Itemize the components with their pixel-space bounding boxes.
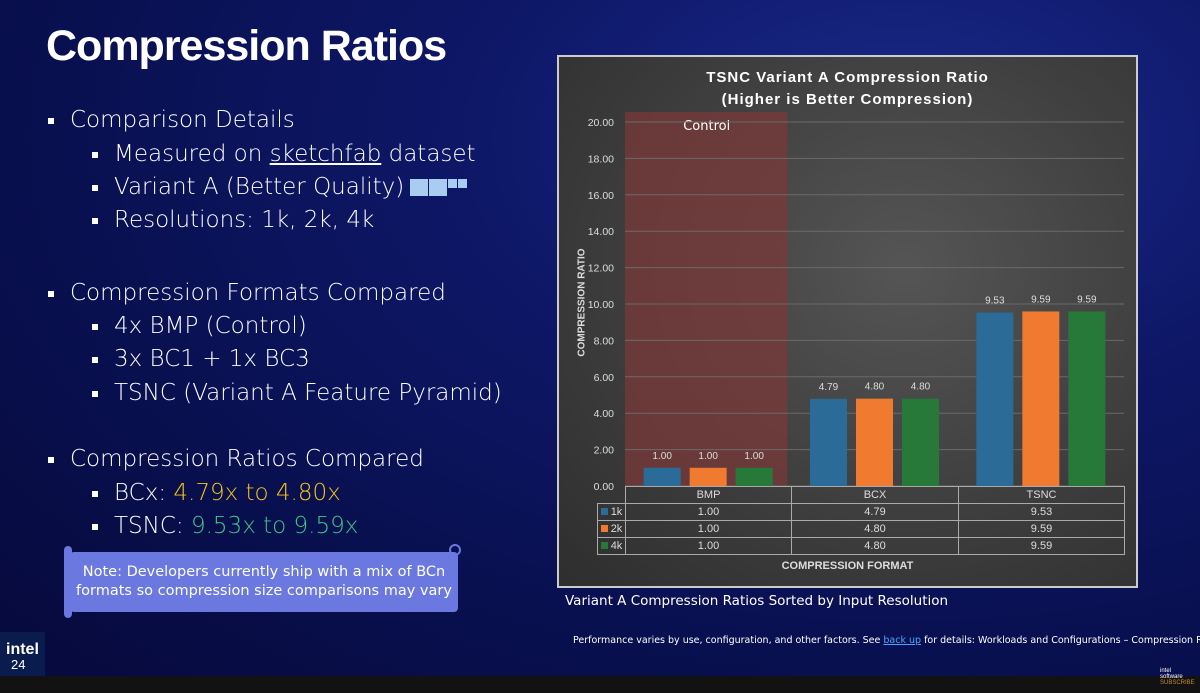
- table-row-2k: 2k 1.00 4.80 9.59: [597, 520, 1125, 538]
- bar-4k-tsnc: [1068, 311, 1106, 486]
- bar-4k-bmp: [735, 467, 773, 486]
- x-axis-label: COMPRESSION FORMAT: [781, 560, 914, 572]
- text: Performance varies by use, configuration…: [573, 635, 884, 646]
- chart-subtitle: (Higher is Better Compression): [721, 91, 974, 108]
- bar-2k-tsnc: [1022, 311, 1060, 486]
- cell: 9.59: [958, 537, 1125, 555]
- y-tick-label: 0.00: [594, 481, 615, 493]
- control-region: [625, 112, 788, 486]
- legend-swatch-1k: [600, 508, 608, 515]
- value: 4.79x to 4.80x: [173, 480, 341, 506]
- y-tick-label: 12.00: [588, 263, 614, 275]
- bullet-resolutions: Resolutions: 1k, 2k, 4k: [91, 207, 375, 233]
- legend-label: 2k: [610, 523, 623, 535]
- col-bmp: BMP: [625, 486, 792, 504]
- footer-disclaimer: Performance varies by use, configuration…: [573, 635, 1200, 646]
- data-table: BMP BCX TSNC 1k 1.00 4.79 9.53 2k 1.00 4.80 9.…: [597, 486, 1125, 555]
- y-tick-label: 8.00: [594, 335, 615, 347]
- cell: 1.00: [625, 537, 792, 555]
- back-up-link[interactable]: back up: [883, 635, 922, 646]
- bar-1k-tsnc: [976, 312, 1014, 486]
- y-tick-label: 20.00: [588, 117, 614, 129]
- cell: 9.59: [958, 520, 1125, 538]
- data-label: 9.59: [1077, 294, 1097, 305]
- cell: 4.79: [791, 503, 959, 521]
- bar-1k-bmp: [643, 467, 681, 486]
- data-label: 4.80: [865, 382, 885, 393]
- data-label: 9.53: [985, 296, 1005, 307]
- logo-brand: intel: [6, 641, 39, 658]
- text: Measured on: [114, 141, 270, 167]
- data-label: 1.00: [652, 451, 672, 462]
- text: dataset: [381, 141, 476, 167]
- control-label: Control: [683, 119, 730, 134]
- bullet-comparison-details: Comparison Details: [48, 107, 295, 133]
- data-label: 1.00: [744, 451, 764, 462]
- table-row-1k: 1k 1.00 4.79 9.53: [597, 503, 1125, 521]
- y-tick-label: 2.00: [594, 445, 615, 457]
- value: 9.53x to 9.59x: [190, 513, 359, 539]
- cell: 9.53: [958, 503, 1125, 521]
- data-label: 1.00: [698, 451, 718, 462]
- bar-4k-bcx: [902, 398, 939, 486]
- intel-software-watermark: intel software SUBSCRIBE: [1160, 668, 1195, 686]
- bullet-formats: Compression Formats Compared: [48, 280, 446, 306]
- text: BCx:: [114, 480, 174, 506]
- bullet-dataset: Measured on sketchfab dataset: [92, 141, 476, 167]
- intel-logo: intel 24: [0, 632, 45, 676]
- text: Variant A (Better Quality): [114, 174, 405, 200]
- y-tick-label: 10.00: [588, 299, 614, 311]
- bar-1k-bcx: [810, 398, 847, 486]
- text: TSNC:: [114, 513, 191, 539]
- logo-year: 24: [11, 657, 26, 672]
- quality-pyramid-icon: [410, 179, 468, 196]
- text: for details: Workloads and Configuration…: [921, 635, 1200, 646]
- data-label: 4.79: [819, 382, 839, 393]
- cell: 1.00: [625, 520, 792, 538]
- y-tick-label: 6.00: [594, 372, 615, 384]
- bar-2k-bmp: [689, 467, 727, 486]
- cell: 4.80: [791, 537, 959, 555]
- chart-caption: Variant A Compression Ratios Sorted by I…: [565, 593, 949, 609]
- y-tick-label: 16.00: [588, 190, 614, 202]
- sketchfab-link[interactable]: sketchfab: [269, 141, 382, 167]
- y-tick-label: 4.00: [594, 408, 615, 420]
- bottom-bar: [0, 676, 1200, 693]
- bullet-bcx-ratio: BCx: 4.79x to 4.80x: [92, 480, 341, 506]
- col-bcx: BCX: [791, 486, 959, 504]
- table-row-4k: 4k 1.00 4.80 9.59: [597, 537, 1125, 555]
- bullet-bmp: 4x BMP (Control): [92, 313, 307, 339]
- col-tsnc: TSNC: [958, 486, 1125, 504]
- y-tick-label: 18.00: [588, 153, 614, 165]
- bar-2k-bcx: [856, 398, 893, 486]
- bullet-tsnc: TSNC (Variant A Feature Pyramid): [92, 380, 502, 406]
- legend-label: 1k: [610, 506, 623, 518]
- cell: 4.80: [791, 520, 959, 538]
- chart-title: TSNC Variant A Compression Ratio: [706, 69, 989, 86]
- cell: 1.00: [625, 503, 792, 521]
- legend-swatch-4k: [600, 542, 608, 549]
- legend-label: 4k: [610, 540, 623, 552]
- page-title: Compression Ratios: [46, 22, 447, 70]
- bullet-variant: Variant A (Better Quality): [91, 174, 468, 200]
- bullet-bc: 3x BC1 + 1x BC3: [92, 346, 310, 372]
- legend-swatch-2k: [600, 525, 608, 532]
- data-label: 9.59: [1031, 294, 1051, 305]
- note-scroll: Note: Developers currently ship with a m…: [64, 544, 461, 618]
- data-label: 4.80: [911, 382, 931, 393]
- bullet-ratios: Compression Ratios Compared: [48, 446, 424, 472]
- bullet-tsnc-ratio: TSNC: 9.53x to 9.59x: [91, 513, 359, 539]
- y-tick-label: 14.00: [588, 226, 614, 238]
